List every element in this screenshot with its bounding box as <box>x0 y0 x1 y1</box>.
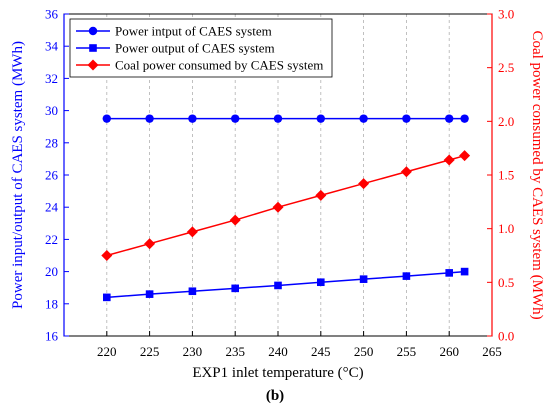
chart: 220 225 230 235 240 245 250 255 260 265 16 18 20 22 24… <box>10 7 545 382</box>
x-tick-label: 260 <box>439 344 459 359</box>
data-point <box>460 267 469 276</box>
data-point <box>101 250 113 261</box>
y-left-tick-label: 18 <box>45 296 58 311</box>
legend-marker <box>87 59 99 71</box>
data-point <box>273 114 283 123</box>
data-point <box>272 201 284 213</box>
y-left-tick-label: 30 <box>45 103 58 118</box>
data-point <box>317 278 325 287</box>
y-left-tick-label: 36 <box>45 7 59 22</box>
figure-caption: (b) <box>265 388 285 404</box>
y-left-tick-label: 26 <box>45 168 59 183</box>
data-point <box>188 114 197 123</box>
y-left-tick-label: 22 <box>45 232 58 247</box>
y-right-tick-label: 2.0 <box>498 114 514 129</box>
legend-label: Coal power consumed by CAES system <box>115 58 323 73</box>
data-point <box>103 293 111 302</box>
y-right-tick-label: 0.0 <box>498 329 514 344</box>
data-point <box>102 114 112 123</box>
data-point <box>145 114 154 123</box>
y-right-tick-label: 1.5 <box>498 168 514 183</box>
x-tick-label: 240 <box>268 344 288 359</box>
data-point <box>445 114 454 123</box>
data-point <box>315 189 327 201</box>
data-point <box>144 238 156 250</box>
x-axis-title: EXP1 inlet temperature (°C) <box>192 365 363 381</box>
axis-layer: 220 225 230 235 240 245 250 255 260 265 16 18 20 22 24… <box>45 7 514 360</box>
x-tick-label: 255 <box>397 344 417 359</box>
series-line-2 <box>106 270 465 299</box>
data-point <box>231 284 239 293</box>
data-point <box>443 154 455 166</box>
y-right-tick-label: 3.0 <box>498 7 514 22</box>
y-left-tick-label: 28 <box>45 135 58 150</box>
x-tick-label: 225 <box>140 344 160 359</box>
legend: Power intput of CAES system Power output … <box>69 18 333 78</box>
data-point <box>445 269 453 277</box>
y-left-tick-label: 32 <box>45 71 58 86</box>
legend-box <box>69 18 333 78</box>
legend-marker <box>88 26 98 36</box>
x-tick-label: 220 <box>97 344 117 359</box>
data-point <box>459 150 471 162</box>
x-tick-label: 230 <box>183 344 203 359</box>
data-point <box>359 275 368 283</box>
data-point <box>188 287 197 296</box>
data-point <box>359 114 368 123</box>
y-left-tick-label: 24 <box>45 200 59 215</box>
data-point <box>460 114 469 123</box>
data-point <box>316 114 325 123</box>
x-tick-label: 245 <box>311 344 331 359</box>
data-point <box>145 290 154 298</box>
data-point <box>402 272 411 280</box>
series-line-3 <box>106 154 465 257</box>
data-point <box>231 114 240 123</box>
series-layer <box>101 114 471 302</box>
legend-label: Power intput of CAES system <box>115 24 272 39</box>
y-right-axis-title: Coal power consumed by CAES system (MWh) <box>529 30 545 319</box>
legend-marker <box>89 44 97 52</box>
y-left-tick-label: 34 <box>45 39 59 54</box>
y-left-tick-label: 20 <box>45 264 58 279</box>
y-left-tick-label: 16 <box>45 329 59 344</box>
data-point <box>229 214 241 226</box>
x-tick-label: 265 <box>482 344 502 359</box>
y-right-tick-label: 1.0 <box>498 221 514 236</box>
data-point <box>402 114 411 123</box>
x-tick-label: 235 <box>225 344 245 359</box>
y-right-tick-label: 0.5 <box>498 275 514 290</box>
y-left-axis-title: Power input/output of CAES system (MWh) <box>10 41 26 309</box>
data-point <box>358 178 370 190</box>
y-right-tick-label: 2.5 <box>498 60 514 75</box>
legend-label: Power output of CAES system <box>115 41 275 56</box>
data-point <box>400 166 412 178</box>
data-point <box>274 281 282 290</box>
x-tick-label: 250 <box>354 344 374 359</box>
data-point <box>186 226 198 238</box>
